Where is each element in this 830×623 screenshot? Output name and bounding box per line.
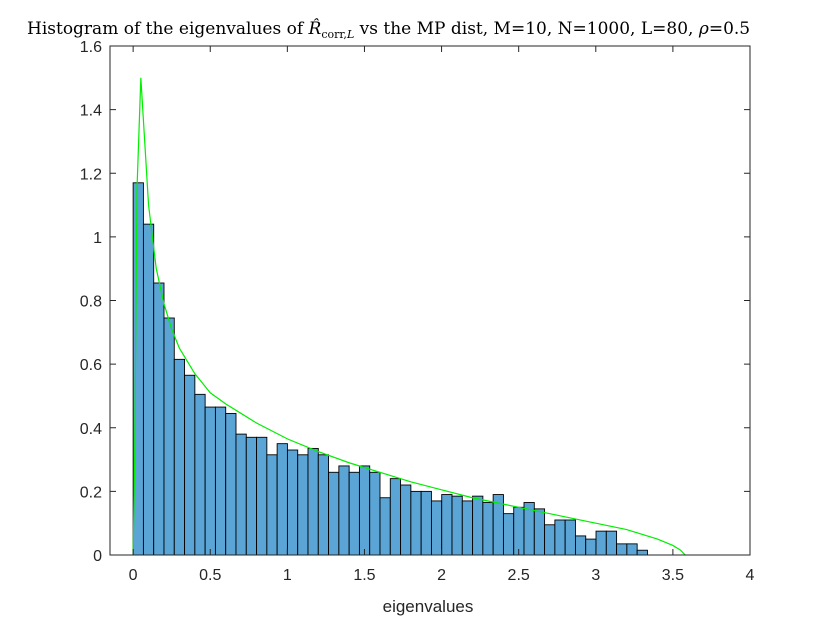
mp-density-line [132, 77, 686, 556]
histogram-bar [317, 454, 330, 556]
x-tick-label: 2.5 [508, 567, 530, 584]
histogram-bar [173, 358, 186, 556]
histogram-bar [379, 497, 391, 556]
y-tick-label: 0.8 [80, 294, 102, 311]
histogram-bar [461, 500, 474, 556]
histogram-bar [482, 502, 494, 556]
histogram-bar [451, 495, 463, 556]
histogram-bar [256, 436, 268, 556]
histogram-bar [163, 317, 175, 556]
histogram-bar [369, 471, 381, 556]
histogram-bar [328, 471, 340, 556]
chart-title: Histogram of the eigenvalues of R̂corr,L… [27, 19, 750, 41]
histogram-bar [204, 406, 216, 556]
histogram-bar [595, 530, 607, 556]
histogram-bar [132, 182, 144, 556]
title-symbol: R̂ [308, 19, 322, 39]
histogram-bar [564, 519, 576, 556]
x-tick-label: 1 [283, 567, 292, 584]
histogram-bar [307, 447, 319, 556]
plot-area [109, 45, 751, 556]
histogram-bar [235, 433, 247, 556]
histogram-bar [153, 282, 165, 556]
title-symbol-subscript-italic: L [346, 28, 354, 41]
histogram-bar [338, 465, 350, 556]
histogram-bar [358, 465, 371, 556]
histogram-bar [389, 478, 402, 556]
histogram-bar [616, 543, 628, 556]
histogram-bar [184, 374, 196, 556]
histogram-bar [441, 494, 453, 556]
x-tick-label: 4 [746, 567, 755, 584]
histogram-bar [554, 519, 566, 556]
x-tick-label: 3 [591, 567, 600, 584]
histogram-bar [348, 471, 360, 556]
histogram-bar [286, 449, 299, 556]
histogram-bar [430, 500, 443, 556]
title-suffix: vs the MP dist, M=10, N=1000, L=80, [354, 19, 699, 39]
histogram-bar [533, 508, 546, 556]
histogram-bar [245, 436, 258, 556]
y-tick-label: 0.2 [80, 484, 102, 501]
x-tick-label: 2 [437, 567, 446, 584]
x-axis: 0 0.5 1 1.5 2 2.5 3 3.5 4 [129, 46, 755, 584]
histogram-bar [544, 524, 556, 556]
histogram-bar [400, 484, 412, 556]
histogram-bar [194, 393, 206, 556]
histogram-bar [585, 538, 597, 556]
title-symbol-subscript: corr, [321, 28, 347, 41]
title-rho-symbol: ρ [698, 19, 709, 39]
histogram-bar [626, 543, 638, 556]
x-tick-label: 0.5 [199, 567, 221, 584]
histogram-bar [513, 506, 525, 556]
histogram-bar [214, 406, 227, 556]
x-tick-label: 1.5 [353, 567, 375, 584]
histogram-bar [276, 443, 288, 556]
histogram-bar [297, 454, 309, 556]
histogram-bar [605, 530, 618, 556]
histogram-bar [472, 495, 484, 556]
histogram-bar [266, 454, 278, 556]
histogram-bar [420, 490, 432, 556]
x-axis-label: eigenvalues [383, 597, 474, 616]
y-tick-label: 0.6 [80, 357, 102, 374]
title-rho-value: =0.5 [709, 19, 750, 39]
title-prefix: Histogram of the eigenvalues of [27, 19, 309, 39]
x-tick-label: 3.5 [662, 567, 684, 584]
y-tick-label: 1.2 [80, 166, 102, 183]
y-tick-label: 0.4 [80, 421, 102, 438]
histogram-bar [574, 535, 587, 556]
y-axis: 0 0.2 0.4 0.6 0.8 1 1.2 1.4 1.6 [80, 39, 750, 565]
histogram-bar [636, 549, 648, 556]
histogram-bar [142, 223, 155, 556]
histogram-bar [225, 412, 237, 556]
histogram-bar [410, 490, 422, 556]
histogram-bar [502, 513, 515, 556]
y-tick-label: 1.4 [80, 103, 102, 120]
x-tick-label: 0 [129, 567, 138, 584]
y-tick-label: 1.6 [80, 39, 102, 56]
y-tick-label: 1 [93, 230, 102, 247]
y-tick-label: 0 [93, 548, 102, 565]
